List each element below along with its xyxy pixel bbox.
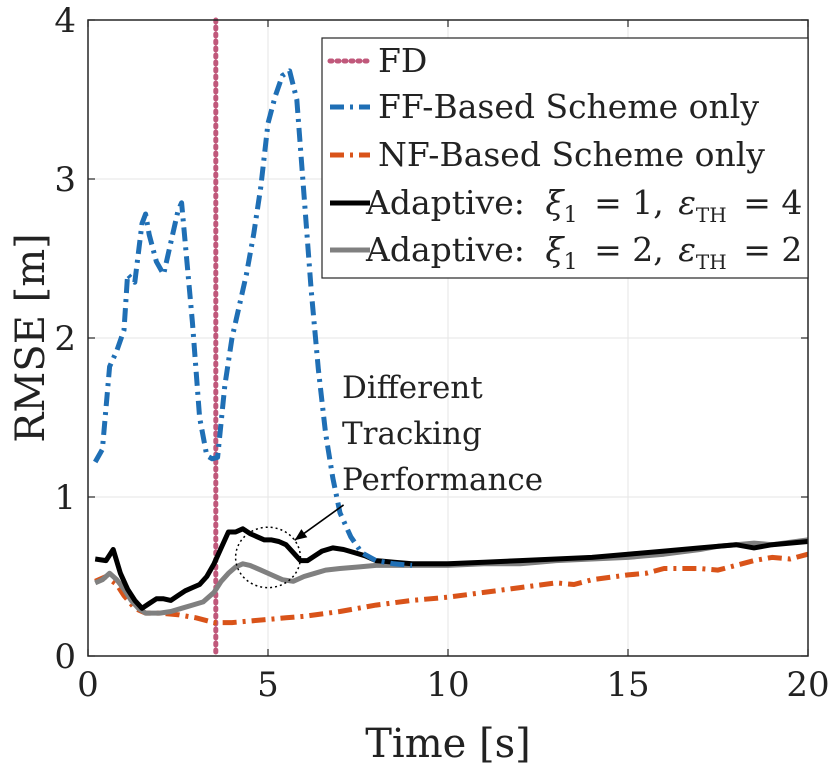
legend-adaptive-2-xi-val: = 2,: [594, 230, 664, 269]
x-tick-label-1: 5: [257, 665, 279, 705]
tick-labels: 0 5 10 15 20 0 1 2 3 4: [54, 1, 829, 705]
x-tick-label-4: 20: [786, 665, 829, 705]
legend-adaptive-1-eps-sub: TH: [696, 203, 727, 227]
legend: FD FF-Based Scheme only NF-Based Scheme …: [321, 37, 809, 279]
legend-adaptive-2-xi: ξ: [545, 230, 565, 269]
x-tick-label-3: 15: [606, 665, 649, 705]
series-ff-based: [93, 68, 413, 568]
annotation-ellipse: [234, 526, 302, 589]
y-axis-label: RMSE [m]: [8, 233, 54, 443]
legend-label-ff: FF-Based Scheme only: [378, 87, 759, 126]
legend-adaptive-1-eps: ε: [678, 183, 696, 222]
annotation-line-2: Tracking: [342, 416, 482, 452]
legend-adaptive-1-xi-sub: 1: [564, 203, 578, 228]
legend-adaptive-1-prefix: Adaptive:: [365, 183, 525, 222]
legend-label-adaptive-1: Adaptive: ξ1 = 1, εTH = 4: [365, 183, 802, 230]
annotation: Different Tracking Performance: [234, 370, 543, 589]
x-tick-label-0: 0: [77, 665, 99, 705]
y-tick-label-2: 2: [54, 319, 76, 359]
legend-label-nf: NF-Based Scheme only: [378, 135, 765, 174]
series-adaptive-1: [94, 526, 809, 611]
annotation-arrow-head: [294, 529, 308, 541]
legend-adaptive-2-prefix: Adaptive:: [365, 230, 525, 269]
legend-adaptive-2-eps: ε: [678, 230, 696, 269]
x-axis-label: Time [s]: [365, 721, 531, 767]
legend-adaptive-2-eps-val: = 2: [743, 230, 802, 269]
legend-adaptive-1-xi: ξ: [545, 183, 565, 222]
y-tick-label-1: 1: [54, 478, 76, 518]
series-layer: [93, 68, 809, 626]
y-tick-label-4: 4: [54, 1, 76, 41]
legend-adaptive-2-xi-sub: 1: [564, 250, 578, 275]
legend-adaptive-1-xi-val: = 1,: [594, 183, 664, 222]
annotation-line-1: Different: [342, 370, 483, 406]
y-tick-label-3: 3: [54, 160, 76, 200]
legend-label-adaptive-2: Adaptive: ξ1 = 2, εTH = 2: [365, 230, 802, 277]
y-tick-label-0: 0: [54, 637, 76, 677]
legend-adaptive-1-eps-val: = 4: [743, 183, 802, 222]
annotation-line-3: Performance: [342, 462, 543, 498]
series-adaptive-2: [94, 537, 809, 616]
legend-box: [321, 37, 809, 279]
x-tick-label-2: 10: [426, 665, 469, 705]
legend-adaptive-2-eps-sub: TH: [696, 250, 727, 274]
legend-label-fd: FD: [378, 41, 427, 80]
